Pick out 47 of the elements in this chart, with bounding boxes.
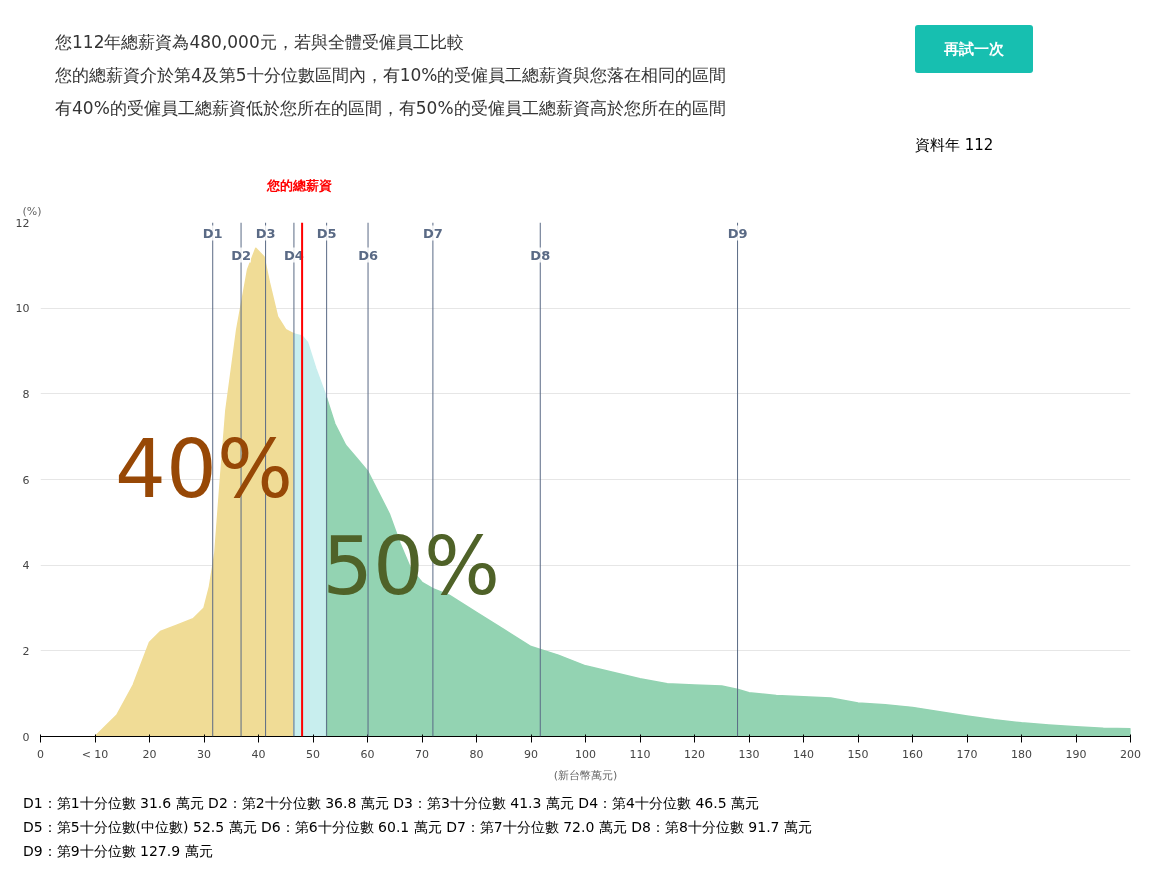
text: 資料年 112 [915, 135, 994, 156]
ref-line-label: D2 [231, 247, 251, 263]
x-tick-label: 150 [847, 747, 869, 761]
ref-line-label: 您的總薪資 [266, 177, 333, 193]
x-tick-label: 120 [684, 747, 705, 761]
x-tick-label: 130 [738, 747, 760, 761]
x-tick-label: 40 [251, 747, 266, 761]
x-tick-label: 190 [1065, 747, 1087, 761]
y-tick-label: 4 [22, 559, 30, 573]
y-tick-label: 12 [15, 216, 30, 230]
y-tick-label: 2 [22, 644, 30, 658]
x-tick-label: 90 [524, 747, 538, 761]
x-tick-label: 100 [575, 747, 596, 761]
y-tick-label: 0 [22, 730, 30, 744]
y-tick-label: 6 [22, 473, 30, 487]
chart-title: 您112年總薪資為480,000元，若與全體受僱員工比較 [55, 31, 465, 54]
x-tick-label: 80 [469, 747, 484, 761]
text: 有40%的受僱員工總薪資低於您所在的區間，有50%的受僱員工總薪資高於您所在的區間 [55, 97, 727, 121]
ref-line-label: D6 [358, 247, 378, 263]
x-tick-label: 60 [360, 747, 375, 761]
x-tick-label: 0 [37, 747, 44, 761]
chart-subtitle: 您的總薪資介於第4及第5十分位數區間內，有10%的受僱員工總薪資與您落在相同的區間 [55, 64, 727, 88]
ref-line-label: D5 [316, 225, 337, 241]
x-tick-label: < 10 [81, 747, 109, 761]
y-tick-label: 10 [15, 302, 30, 316]
ref-line-label: D1 [202, 225, 223, 241]
text: D5：第5十分位數(中位數) 52.5 萬元 D6：第6十分位數 60.1 萬元 D7：第7十分位數 72.0 萬元 D8：第8十分位數 91.7 萬元 [23, 818, 812, 837]
text: 再試一次 [915, 25, 1033, 73]
ref-line-label: D8 [530, 247, 551, 263]
x-tick-label: 110 [629, 747, 651, 761]
ref-line-label: D9 [727, 225, 748, 241]
text: D9：第9十分位數 127.9 萬元 [23, 842, 214, 861]
x-tick-label: 50 [306, 747, 320, 761]
x-tick-label: 30 [197, 747, 211, 761]
x-tick-label: 200 [1120, 747, 1141, 761]
ref-line-label: D3 [255, 225, 276, 241]
x-tick-label: 20 [142, 747, 157, 761]
x-tick-label: 70 [415, 747, 429, 761]
x-tick-label: 180 [1011, 747, 1032, 761]
x-tick-label: 140 [793, 747, 814, 761]
text: D1：第1十分位數 31.6 萬元 D2：第2十分位數 36.8 萬元 D3：第3十分位數 41.3 萬元 D4：第4十分位數 46.5 萬元 [23, 794, 761, 813]
y-axis-title: (%) [22, 204, 42, 218]
y-tick-label: 8 [22, 387, 30, 401]
x-tick-label: 170 [956, 747, 978, 761]
ref-line-label: D7 [422, 225, 443, 241]
x-axis-title: (新台幣萬元) [553, 768, 618, 782]
x-tick-label: 160 [902, 747, 923, 761]
